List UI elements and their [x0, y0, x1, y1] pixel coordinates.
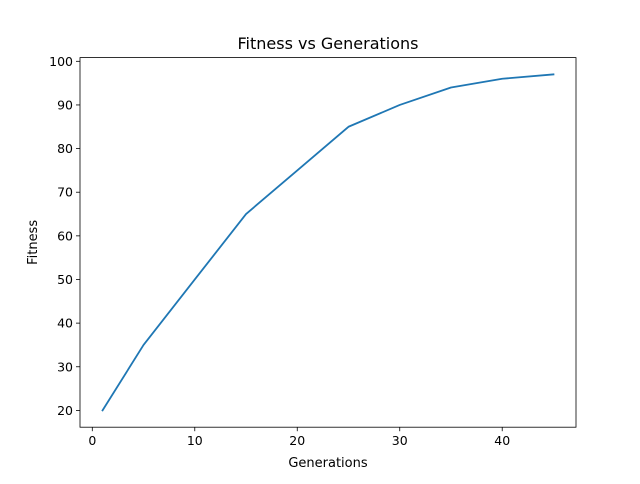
y-tick-label: 100	[49, 54, 73, 69]
x-tick-label: 0	[88, 433, 96, 448]
x-axis-label: Generations	[288, 456, 368, 471]
y-tick-label: 70	[57, 185, 73, 200]
x-tick-label: 20	[289, 433, 305, 448]
y-tick-label: 20	[57, 403, 73, 418]
y-tick-label: 40	[57, 316, 73, 331]
x-tick-label: 10	[187, 433, 203, 448]
y-tick-label: 30	[57, 359, 73, 374]
x-tick-label: 30	[392, 433, 408, 448]
chart-title: Fitness vs Generations	[238, 34, 419, 53]
y-tick-label: 90	[57, 97, 73, 112]
y-tick-label: 50	[57, 272, 73, 287]
x-tick-label: 40	[494, 433, 510, 448]
y-axis-label: Fitness	[26, 220, 41, 265]
y-tick-label: 60	[57, 228, 73, 243]
y-tick-label: 80	[57, 141, 73, 156]
